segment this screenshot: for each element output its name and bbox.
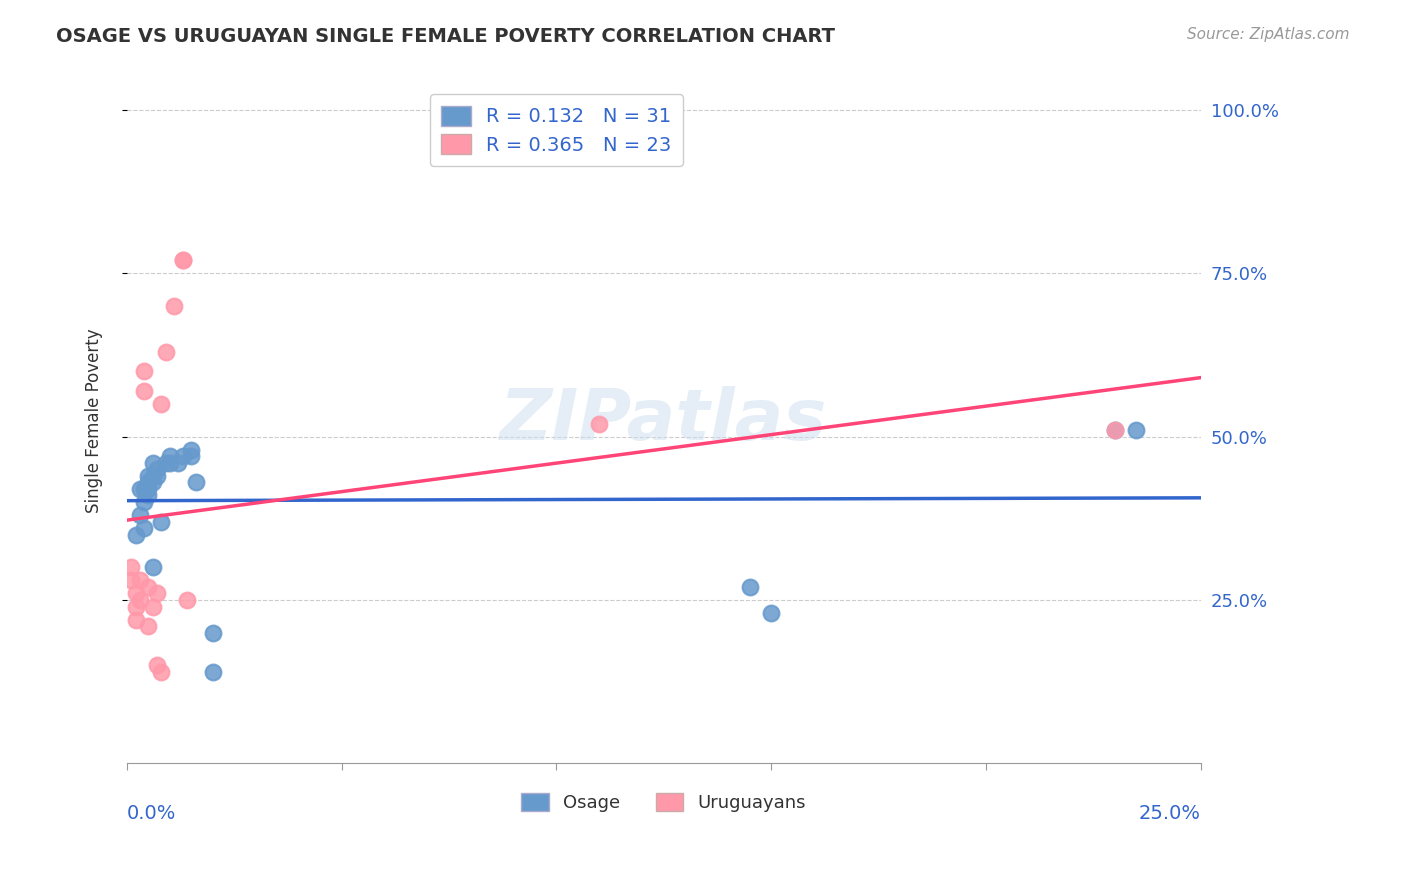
Point <box>588 417 610 431</box>
Point <box>120 574 142 588</box>
Point <box>132 364 155 378</box>
Point <box>172 253 194 268</box>
Legend: Osage, Uruguayans: Osage, Uruguayans <box>510 781 817 822</box>
Point <box>138 580 160 594</box>
Point <box>163 299 186 313</box>
Point <box>184 475 207 490</box>
Point <box>132 521 155 535</box>
Point <box>738 580 761 594</box>
Point <box>172 253 194 268</box>
Point <box>142 475 165 490</box>
Text: 25.0%: 25.0% <box>1139 805 1201 823</box>
Point <box>150 515 173 529</box>
Point <box>172 450 194 464</box>
Point <box>176 593 198 607</box>
Point <box>155 344 177 359</box>
Point <box>146 586 169 600</box>
Point <box>138 468 160 483</box>
Point <box>124 527 146 541</box>
Point <box>159 456 181 470</box>
Point <box>128 508 150 522</box>
Point <box>138 619 160 633</box>
Point <box>128 593 150 607</box>
Point <box>150 665 173 679</box>
Text: OSAGE VS URUGUAYAN SINGLE FEMALE POVERTY CORRELATION CHART: OSAGE VS URUGUAYAN SINGLE FEMALE POVERTY… <box>56 27 835 45</box>
Point <box>124 586 146 600</box>
Point <box>1104 423 1126 437</box>
Point <box>132 482 155 496</box>
Point <box>124 599 146 614</box>
Text: ZIPatlas: ZIPatlas <box>501 386 828 455</box>
Point <box>138 475 160 490</box>
Point <box>138 488 160 502</box>
Point <box>142 468 165 483</box>
Point <box>142 456 165 470</box>
Point <box>180 442 202 457</box>
Point <box>146 462 169 476</box>
Point <box>142 560 165 574</box>
Point <box>146 658 169 673</box>
Point <box>155 456 177 470</box>
Point <box>1104 423 1126 437</box>
Point <box>132 495 155 509</box>
Point <box>180 450 202 464</box>
Point <box>146 468 169 483</box>
Point <box>120 560 142 574</box>
Point <box>138 482 160 496</box>
Text: Source: ZipAtlas.com: Source: ZipAtlas.com <box>1187 27 1350 42</box>
Point <box>761 606 783 620</box>
Point <box>142 599 165 614</box>
Point <box>1125 423 1147 437</box>
Point <box>201 665 224 679</box>
Point <box>150 397 173 411</box>
Point <box>167 456 190 470</box>
Point <box>159 450 181 464</box>
Point <box>132 384 155 398</box>
Point <box>128 574 150 588</box>
Text: 0.0%: 0.0% <box>127 805 176 823</box>
Y-axis label: Single Female Poverty: Single Female Poverty <box>86 328 103 513</box>
Point <box>128 482 150 496</box>
Point <box>124 613 146 627</box>
Point <box>201 625 224 640</box>
